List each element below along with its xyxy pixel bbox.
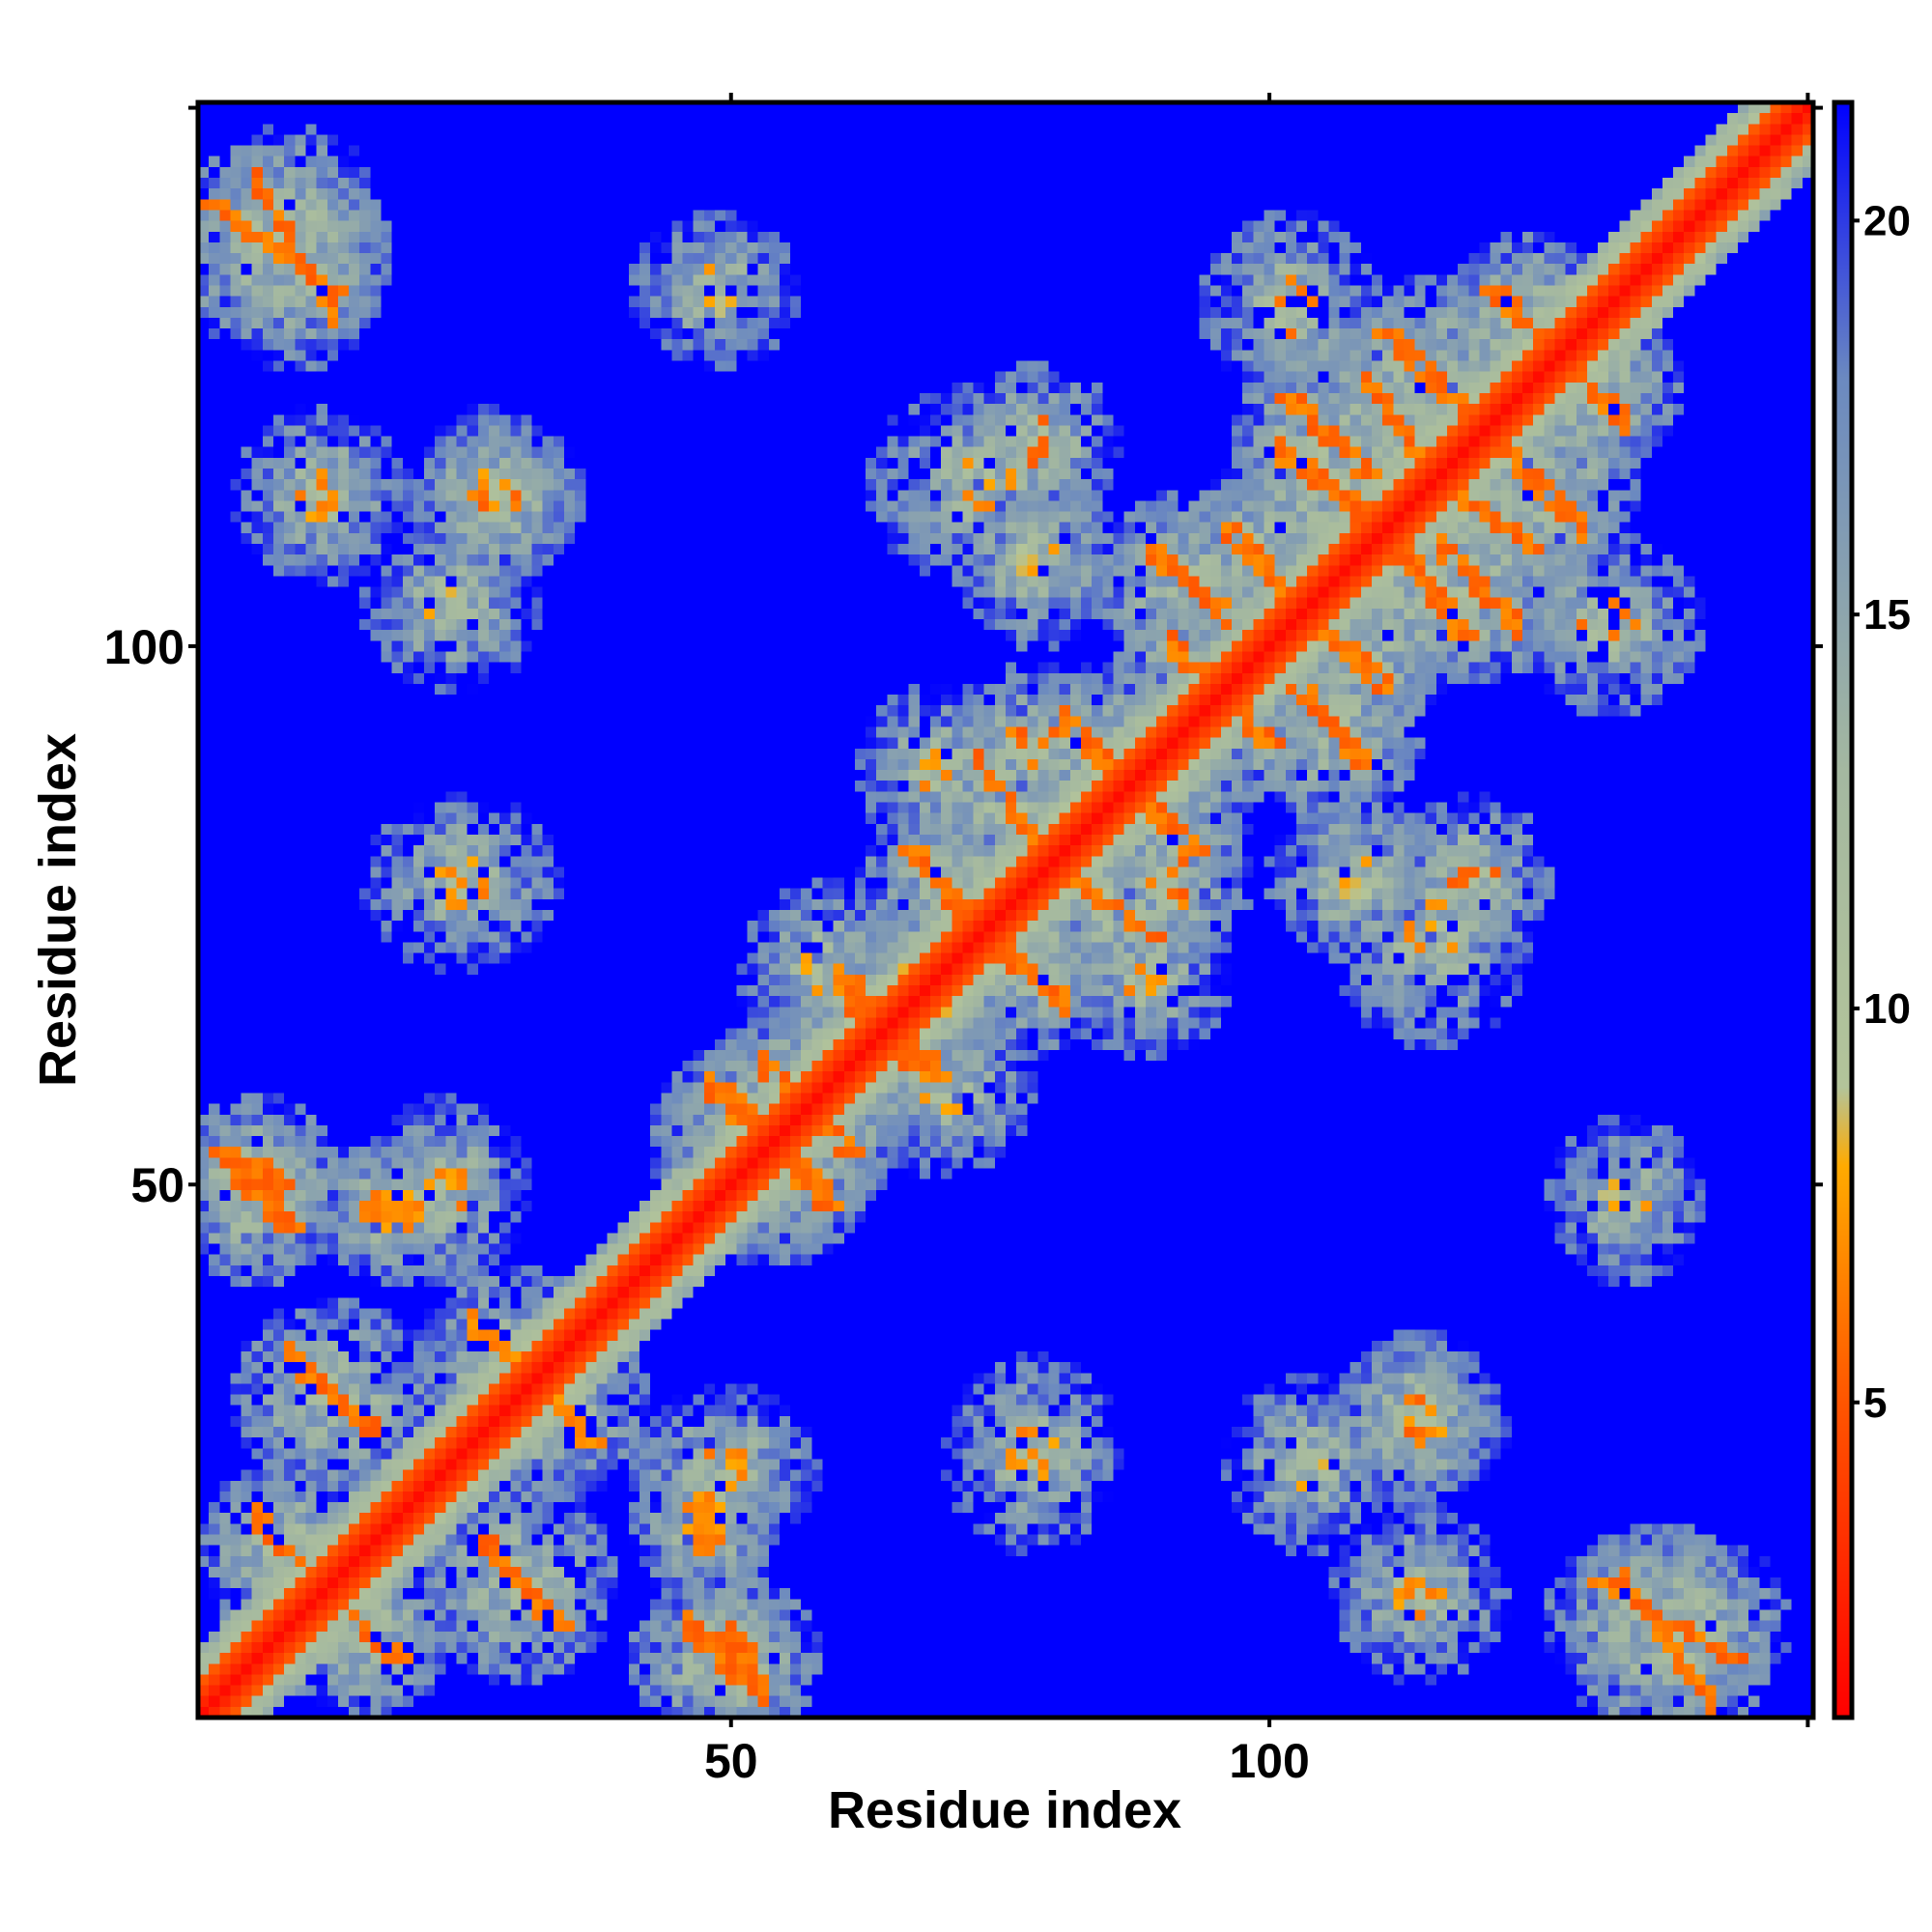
x-tick-label: 100 <box>1229 1734 1309 1788</box>
y-tick-label: 50 <box>130 1158 185 1212</box>
distance-heatmap <box>198 102 1813 1718</box>
x-tick-label: 50 <box>704 1734 758 1788</box>
colorbar-tick-label: 10 <box>1863 985 1911 1033</box>
y-axis-title: Residue index <box>29 733 87 1087</box>
colorbar <box>1832 99 1855 1720</box>
y-axis-ticks: 50 100 <box>104 105 198 1212</box>
y-tick-label: 100 <box>104 620 185 674</box>
top-axis-ticks <box>728 93 1810 102</box>
x-axis-ticks: 50 100 <box>704 1718 1810 1788</box>
colorbar-tick-label: 15 <box>1863 591 1911 639</box>
right-axis-ticks <box>1813 105 1823 1187</box>
colorbar-tick-label: 5 <box>1863 1379 1887 1427</box>
colorbar-tick-label: 20 <box>1863 197 1911 244</box>
x-axis-title: Residue index <box>828 1781 1181 1839</box>
colorbar-ticks: 5 10 15 20 <box>1852 197 1911 1427</box>
plot-frame <box>195 99 1816 1720</box>
